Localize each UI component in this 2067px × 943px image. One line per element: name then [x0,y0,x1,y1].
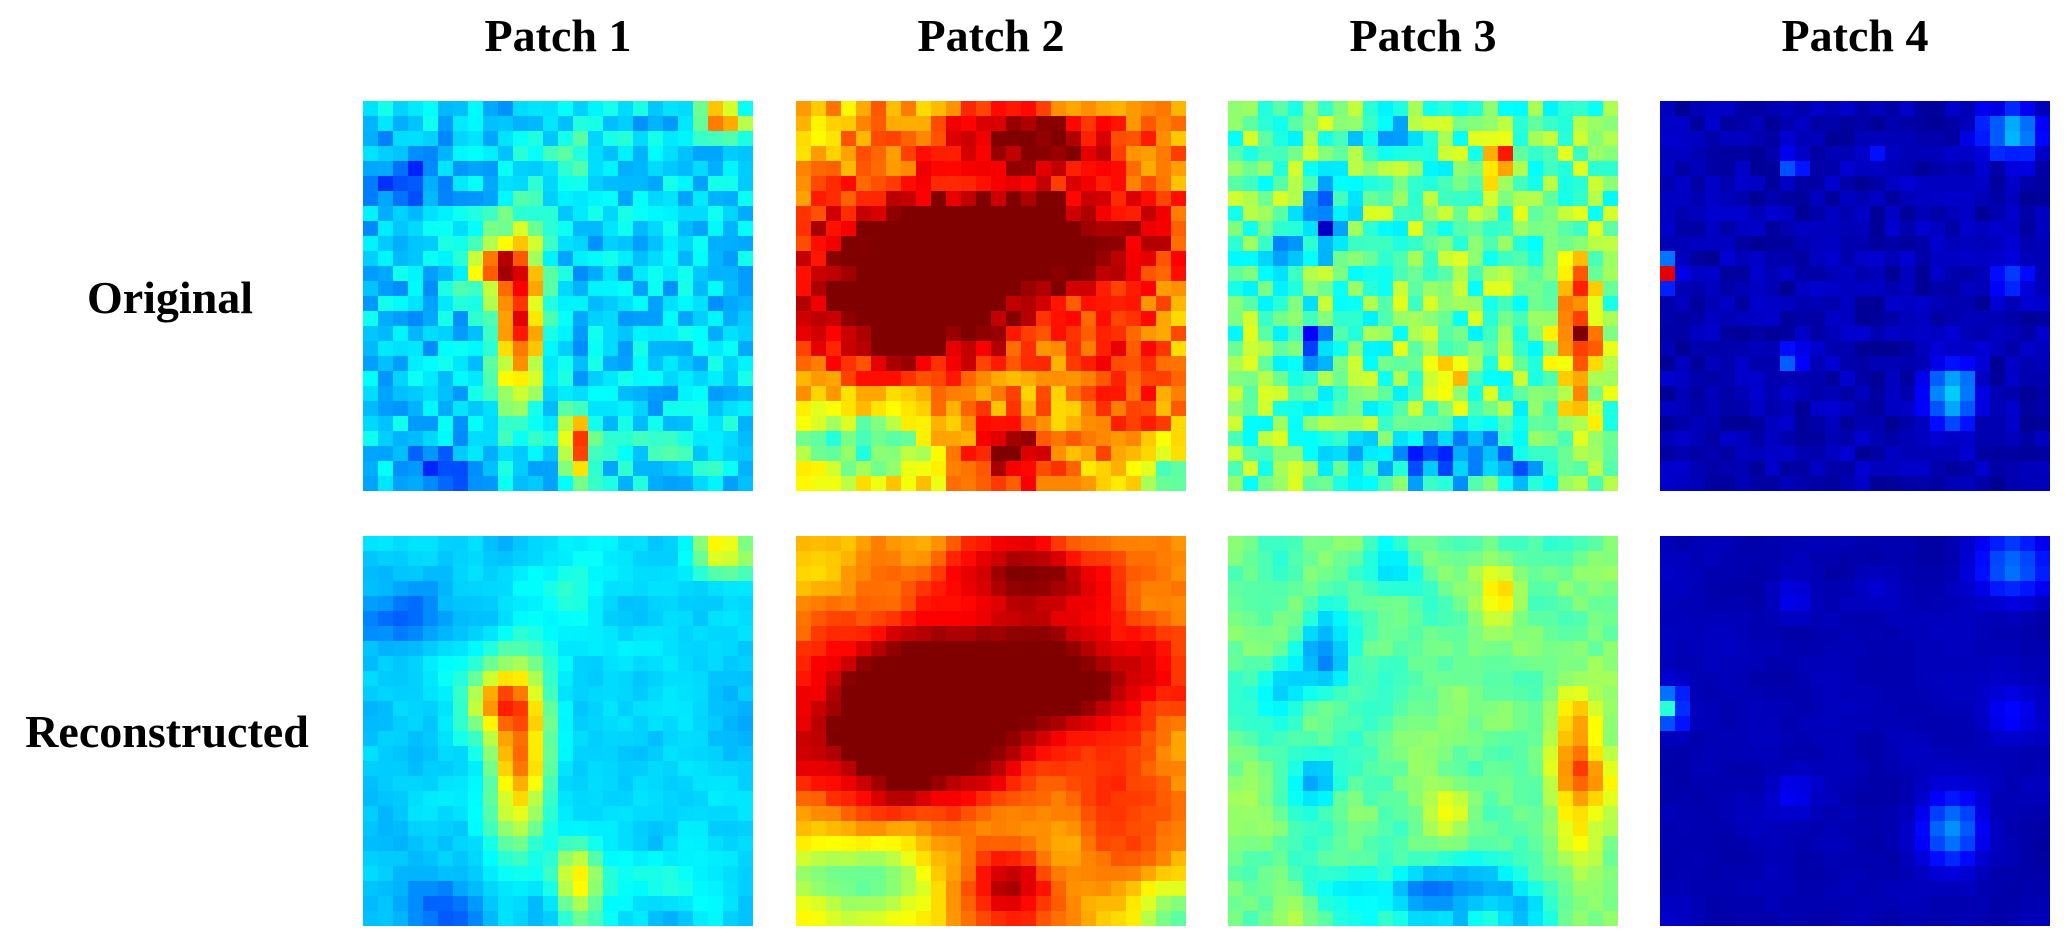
heatmap-reconstructed-patch-3 [1228,536,1618,926]
heatmap-original-patch-4 [1660,101,2050,491]
heatmap-original-patch-1 [363,101,753,491]
heatmap-reconstructed-patch-2 [796,536,1186,926]
heatmap-original-patch-2 [796,101,1186,491]
column-title-patch-2: Patch 2 [917,10,1065,61]
column-title-patch-3: Patch 3 [1349,10,1497,61]
heatmap-reconstructed-patch-4 [1660,536,2050,926]
heatmap-original-patch-3 [1228,101,1618,491]
column-title-patch-1: Patch 1 [484,10,632,61]
column-title-patch-4: Patch 4 [1781,10,1929,61]
heatmap-reconstructed-patch-1 [363,536,753,926]
row-label-original: Original [86,272,254,323]
row-label-reconstructed: Reconstructed [25,706,309,757]
